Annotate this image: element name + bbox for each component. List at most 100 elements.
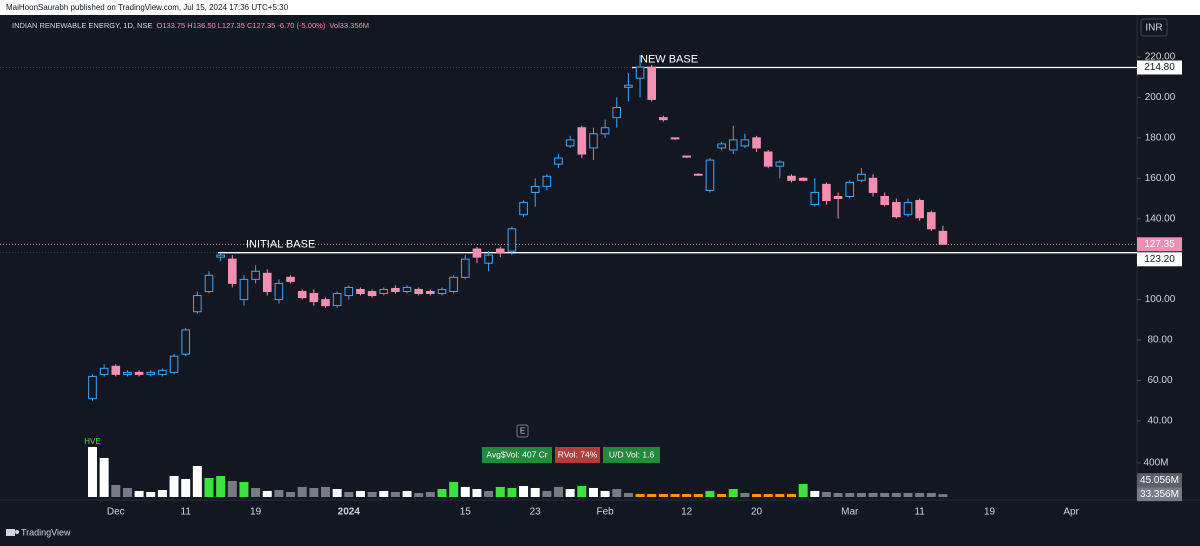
volume-bar — [99, 457, 109, 497]
y-tick-label: 200.00 — [1145, 92, 1176, 103]
volume-bar — [425, 491, 435, 497]
volume-bar — [868, 493, 878, 497]
candle-body — [309, 293, 319, 303]
volume-bar — [495, 486, 505, 497]
candle-body — [857, 173, 866, 181]
volume-marker: HVE — [84, 437, 100, 446]
x-tick-label: 23 — [530, 507, 542, 518]
x-tick-label: Apr — [1063, 507, 1079, 518]
candle-body — [868, 177, 878, 193]
volume-bar — [903, 493, 913, 497]
x-tick-label: 12 — [681, 507, 693, 518]
volume-bar — [122, 487, 132, 497]
event-marker[interactable]: E — [520, 427, 525, 436]
candle-body — [332, 293, 342, 307]
volume-bar — [146, 491, 156, 497]
badge: U/D Vol: 1.6 — [609, 449, 655, 459]
candle-body — [262, 272, 272, 292]
currency-box[interactable] — [1140, 18, 1168, 37]
candle-body — [437, 288, 447, 295]
volume-bar — [134, 490, 144, 497]
candle-body — [530, 185, 540, 193]
volume-bar — [507, 487, 517, 497]
candle-body — [938, 230, 948, 245]
footer: TradingView — [21, 527, 71, 537]
volume-average-label-box — [1137, 473, 1182, 488]
level-label-box — [1137, 252, 1182, 267]
volume-bar — [612, 489, 622, 497]
x-tick-label: Feb — [596, 507, 614, 518]
publisher: MaiHoonSaurabh published on TradingView.… — [6, 3, 289, 12]
volume-bar — [262, 490, 272, 497]
x-tick-label: 19 — [984, 507, 996, 518]
volume-bar — [239, 482, 249, 497]
volume-bar — [274, 490, 284, 497]
x-tick-label: 20 — [751, 507, 763, 518]
volume-bar — [891, 493, 901, 497]
candle-body — [356, 288, 365, 295]
volume-bar — [111, 485, 121, 497]
candle-body — [554, 157, 563, 165]
candle-body — [123, 371, 132, 375]
level-label-box — [1137, 60, 1182, 75]
volume-bar — [670, 494, 680, 497]
volume-bar — [635, 494, 645, 497]
candle-body — [321, 299, 330, 307]
candle-body — [717, 143, 726, 149]
badge-bg — [555, 447, 600, 463]
x-tick-label: Mar — [841, 507, 859, 518]
volume-last-label-box — [1137, 487, 1182, 502]
candle-body — [892, 202, 901, 218]
volume-bar — [658, 494, 668, 497]
candle-body — [927, 212, 936, 230]
candle-body — [216, 254, 225, 258]
level-note: INITIAL BASE — [246, 239, 315, 251]
footer-logo — [6, 529, 19, 536]
volume-bar — [542, 490, 552, 497]
volume-bar — [752, 494, 762, 497]
candle-body — [472, 248, 482, 258]
x-tick-label: Dec — [107, 507, 125, 518]
candle-body — [239, 278, 249, 301]
candle-body — [146, 371, 156, 375]
volume-bar — [577, 486, 587, 497]
candle-body — [787, 175, 796, 181]
candle-body — [903, 202, 913, 216]
volume-bar — [530, 487, 540, 497]
volume-bar — [880, 493, 890, 497]
candle-body — [228, 258, 237, 284]
candle-body — [88, 375, 97, 400]
volume-bar — [787, 494, 796, 497]
candle-body — [833, 195, 843, 199]
event-box[interactable] — [516, 424, 529, 438]
volume-bar — [717, 494, 727, 497]
y-tick-label: 80.00 — [1147, 335, 1172, 346]
legend: INDIAN RENEWABLE ENERGY, 1D, NSE O133.75 … — [12, 21, 369, 30]
volume-bar — [565, 489, 575, 497]
candle-body — [169, 355, 179, 373]
candle-body — [612, 107, 622, 119]
candle-body — [845, 181, 855, 197]
level-label: 123.20 — [1144, 254, 1175, 265]
volume-bar — [763, 494, 773, 497]
badge: Avg$Vol: 407 Cr — [486, 449, 547, 459]
volume-bar — [88, 446, 97, 497]
volume-bar — [798, 483, 808, 497]
volume-bar — [460, 486, 470, 497]
candle-body — [740, 139, 750, 147]
volume-bar — [472, 489, 482, 497]
candle-body — [495, 248, 505, 254]
candle-body — [204, 274, 214, 292]
candle-body — [694, 173, 703, 176]
level-label: 214.80 — [1144, 62, 1175, 73]
currency[interactable]: INR — [1145, 23, 1162, 34]
x-tick-label: 19 — [250, 507, 262, 518]
volume-bar — [251, 487, 261, 497]
y-tick-label: 180.00 — [1145, 132, 1176, 143]
x-tick-label: 2024 — [338, 507, 361, 518]
candle-body — [274, 282, 284, 301]
volume-bar — [926, 493, 936, 497]
candle-body — [763, 151, 773, 167]
candle-body — [111, 365, 121, 375]
candle-body — [880, 195, 890, 206]
